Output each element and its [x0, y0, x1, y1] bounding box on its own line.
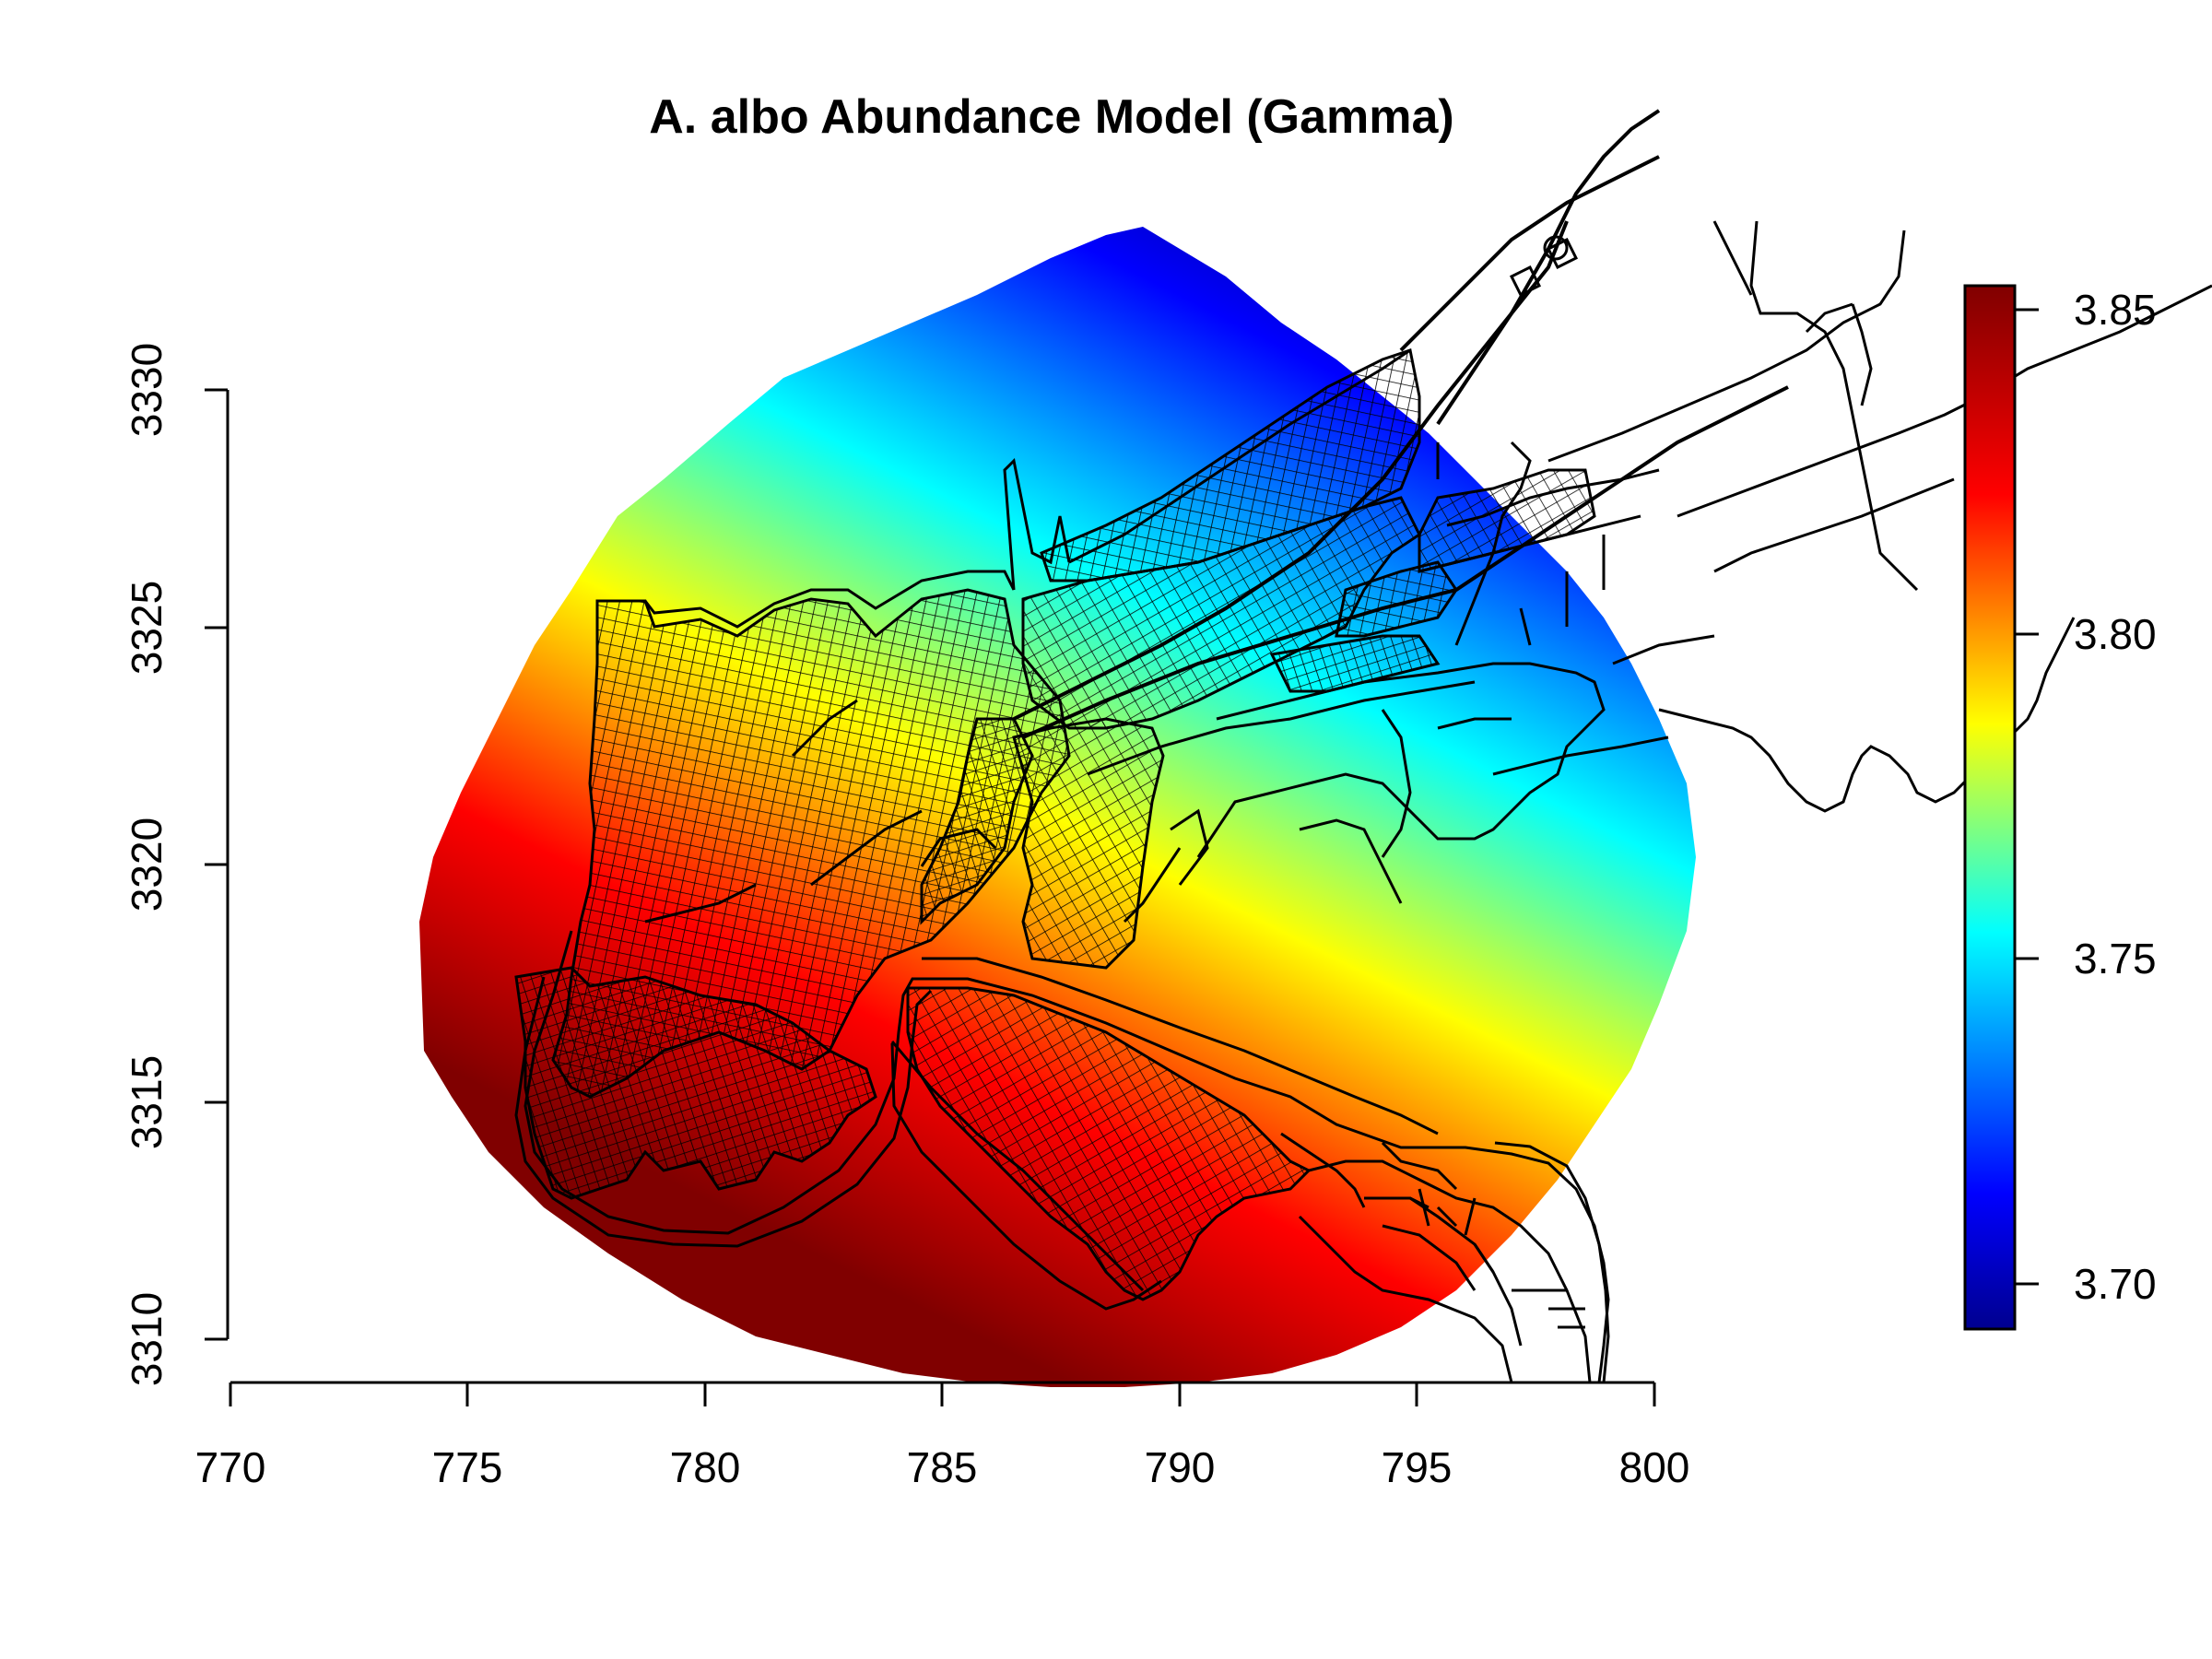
- legend-ticks: [2015, 308, 2039, 1286]
- legend-tick-label: 3.85: [2074, 286, 2157, 334]
- y-tick-label: 3315: [123, 1055, 171, 1149]
- y-axis: [205, 388, 229, 1341]
- x-tick-labels: 770 775 780 785 790 795 800: [195, 1443, 1690, 1491]
- x-tick-label: 800: [1619, 1443, 1690, 1491]
- legend-colorbar: [1963, 284, 2017, 1331]
- x-tick-label: 780: [670, 1443, 741, 1491]
- boundary-lines: [514, 109, 2212, 1384]
- color-legend: 3.70 3.75 3.80 3.85: [1963, 284, 2157, 1331]
- y-tick-label: 3325: [123, 581, 171, 675]
- y-tick-labels: 3310 3315 3320 3325 3330: [123, 343, 171, 1386]
- y-tick-label: 3330: [123, 343, 171, 437]
- x-tick-label: 770: [195, 1443, 266, 1491]
- legend-tick-label: 3.75: [2074, 935, 2157, 982]
- x-axis: [229, 1381, 1656, 1406]
- y-tick-label: 3310: [123, 1292, 171, 1386]
- x-tick-label: 790: [1145, 1443, 1216, 1491]
- legend-tick-label: 3.70: [2074, 1260, 2157, 1308]
- y-tick-label: 3320: [123, 818, 171, 912]
- chart-title: A. albo Abundance Model (Gamma): [649, 90, 1454, 144]
- x-tick-label: 795: [1382, 1443, 1453, 1491]
- x-tick-label: 775: [432, 1443, 503, 1491]
- legend-tick-label: 3.80: [2074, 610, 2157, 658]
- x-tick-label: 785: [907, 1443, 978, 1491]
